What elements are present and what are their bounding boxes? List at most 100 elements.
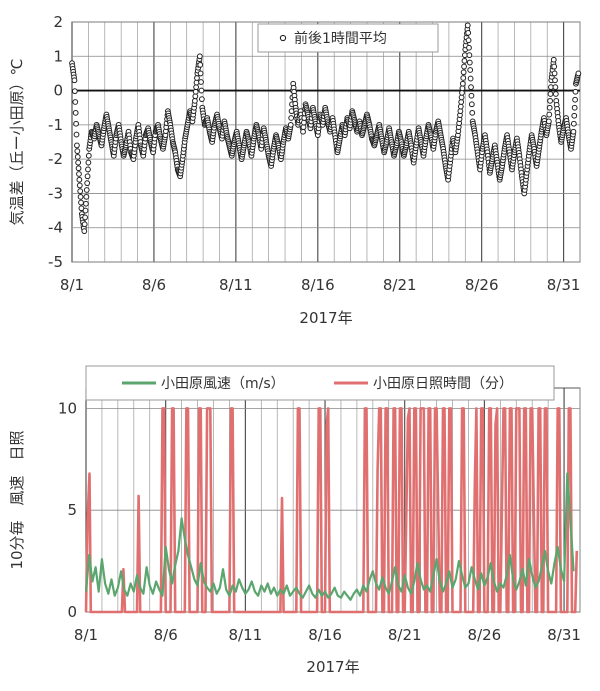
chart1-data-point <box>85 159 92 166</box>
chart1-data-point <box>83 200 89 207</box>
chart1-data-point <box>81 221 88 228</box>
chart1-data-point <box>198 87 205 94</box>
chart2-y-tick-label: 10 <box>58 399 77 417</box>
chart1-data-point <box>194 75 200 81</box>
chart1-data-point <box>73 131 80 138</box>
chart1-y-tick-label: 0 <box>53 82 63 100</box>
chart1-x-tick-labels: 8/1 8/6 8/11 8/16 8/21 8/26 8/31 <box>60 276 581 294</box>
chart1-x-tick-label: 8/26 <box>465 276 499 294</box>
chart1-data-point <box>546 104 553 111</box>
chart1-data-point <box>85 166 91 173</box>
chart1-data-point <box>468 92 475 99</box>
chart2-sunshine-line <box>84 407 579 614</box>
chart1-data-point <box>77 193 84 200</box>
chart1-data-point <box>466 52 473 59</box>
chart1-data-point <box>74 142 80 149</box>
chart1-data-point <box>82 207 89 214</box>
chart1-data-point <box>76 182 83 189</box>
chart1-data-point <box>572 88 579 95</box>
chart1-y-tick-label: -5 <box>48 253 63 271</box>
chart1-data-point <box>192 93 199 100</box>
chart1-data-point <box>300 124 307 131</box>
chart1-data-point <box>196 53 203 60</box>
chart1-legend-box <box>257 23 439 53</box>
chart1-data-point <box>84 173 91 180</box>
chart1-data-point <box>83 193 90 200</box>
chart1-data-point <box>547 91 554 97</box>
chart1-data-point <box>192 97 198 104</box>
chart1-data-point <box>547 97 553 104</box>
chart2-y-tick-labels: 10 5 0 <box>58 399 77 621</box>
chart2-x-tick-label: 8/11 <box>229 626 263 644</box>
chart1-y-axis-label: 気温差（丘ー小田原）℃ <box>8 59 26 226</box>
chart1-data-point <box>466 59 473 66</box>
chart1-data-point <box>465 37 472 44</box>
chart1-data-point <box>300 119 307 126</box>
chart1-data-point <box>300 128 306 135</box>
chart1-data-point <box>85 152 92 159</box>
chart1-data-point <box>81 228 88 235</box>
chart1-data-point <box>288 115 295 121</box>
chart1-data-point <box>82 214 89 221</box>
chart1-data-point <box>572 96 578 103</box>
chart1-y-tick-label: 1 <box>53 47 63 65</box>
chart2-legend: 小田原風速（m/s） 小田原日照時間（分） <box>85 365 555 401</box>
chart2-legend-sunshine-label: 小田原日照時間（分） <box>373 376 513 392</box>
chart1-data-point <box>460 69 467 76</box>
chart2-y-tick-label: 5 <box>67 501 77 519</box>
chart1-data-point <box>550 56 557 63</box>
chart1-x-tick-label: 8/6 <box>142 276 166 294</box>
chart1-data-point <box>72 109 79 116</box>
chart1-data-point <box>71 88 78 95</box>
chart1-data-point <box>459 89 465 96</box>
chart2-legend-box <box>85 365 555 401</box>
chart1-data-point <box>546 111 553 118</box>
chart2-legend-wind-label: 小田原風速（m/s） <box>161 376 285 392</box>
chart1-data-point <box>198 79 204 85</box>
chart1-x-tick-label: 8/11 <box>219 276 253 294</box>
chart1-data-point <box>467 67 474 73</box>
chart1-series-points <box>69 22 582 235</box>
chart1-data-point <box>468 84 474 91</box>
chart1-data-point <box>466 44 472 51</box>
chart1-x-tick-label: 8/31 <box>547 276 581 294</box>
chart2-series-lines <box>84 407 579 614</box>
chart1-data-point <box>468 101 475 108</box>
chart1-data-point <box>469 109 476 116</box>
chart1-data-point <box>458 99 465 105</box>
chart1-data-point <box>458 94 465 101</box>
chart1-data-point <box>74 153 81 160</box>
chart1-data-point <box>551 70 558 77</box>
chart2-wind-line <box>84 472 575 601</box>
chart1-y-tick-label: -4 <box>48 219 63 237</box>
chart1-data-point <box>287 121 294 128</box>
chart1-y-tick-label: -2 <box>48 150 63 168</box>
chart1-data-point <box>551 63 558 70</box>
wind-sunshine-chart: 10 5 0 8/1 8/6 8/11 8/16 8/21 8/26 8/31 小田原風速（m/… <box>8 365 581 676</box>
chart2-x-tick-label: 8/1 <box>74 626 98 644</box>
chart1-data-point <box>75 159 82 166</box>
chart1-data-point <box>575 70 582 77</box>
chart1-y-tick-label: -3 <box>48 184 63 202</box>
chart2-x-tick-label: 8/26 <box>468 626 502 644</box>
chart1-gridlines <box>71 21 581 263</box>
chart1-data-point <box>75 165 82 172</box>
chart1-data-point <box>552 84 559 91</box>
chart1-data-point <box>459 80 466 87</box>
chart1-y-tick-label: -1 <box>48 116 63 134</box>
chart2-x-tick-labels: 8/1 8/6 8/11 8/16 8/21 8/26 8/31 <box>74 626 581 644</box>
chart1-data-point <box>73 120 79 127</box>
chart1-data-point <box>570 128 577 135</box>
chart2-x-tick-label: 8/6 <box>154 626 178 644</box>
chart1-data-point <box>465 29 472 36</box>
chart1-legend-label: 前後1時間平均 <box>294 30 387 47</box>
chart1-y-tick-labels: 2 1 0 -1 -2 -3 -4 -5 <box>48 13 63 271</box>
chart1-x-axis-label: 2017年 <box>299 309 352 327</box>
chart1-data-point <box>570 120 577 127</box>
chart1-y-tick-label: 2 <box>53 13 63 31</box>
chart1-data-point <box>571 104 578 111</box>
temperature-difference-chart: 2 1 0 -1 -2 -3 -4 -5 8/1 8/6 8/11 8/16 8/21 8/26 8/31… <box>8 13 582 327</box>
chart1-data-point <box>545 118 552 125</box>
chart1-data-point <box>83 187 90 193</box>
